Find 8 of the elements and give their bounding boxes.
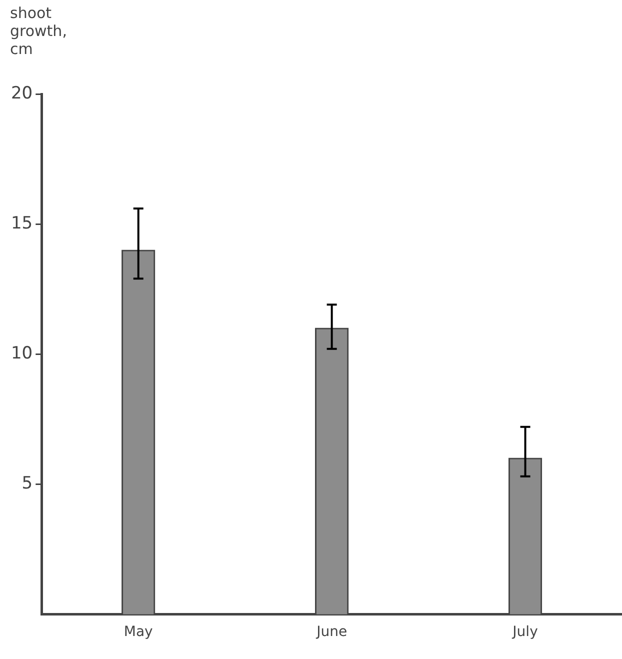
x-tick-label: June [316, 624, 348, 640]
y-tick-label: 20 [10, 83, 33, 104]
y-tick-label: 5 [22, 474, 33, 494]
x-tick-label: July [512, 624, 538, 640]
y-axis-title: shoot growth, cm [10, 4, 68, 58]
y-tick-label: 15 [10, 213, 33, 234]
y-tick-label: 10 [10, 344, 33, 364]
x-tick-label: May [124, 624, 153, 640]
